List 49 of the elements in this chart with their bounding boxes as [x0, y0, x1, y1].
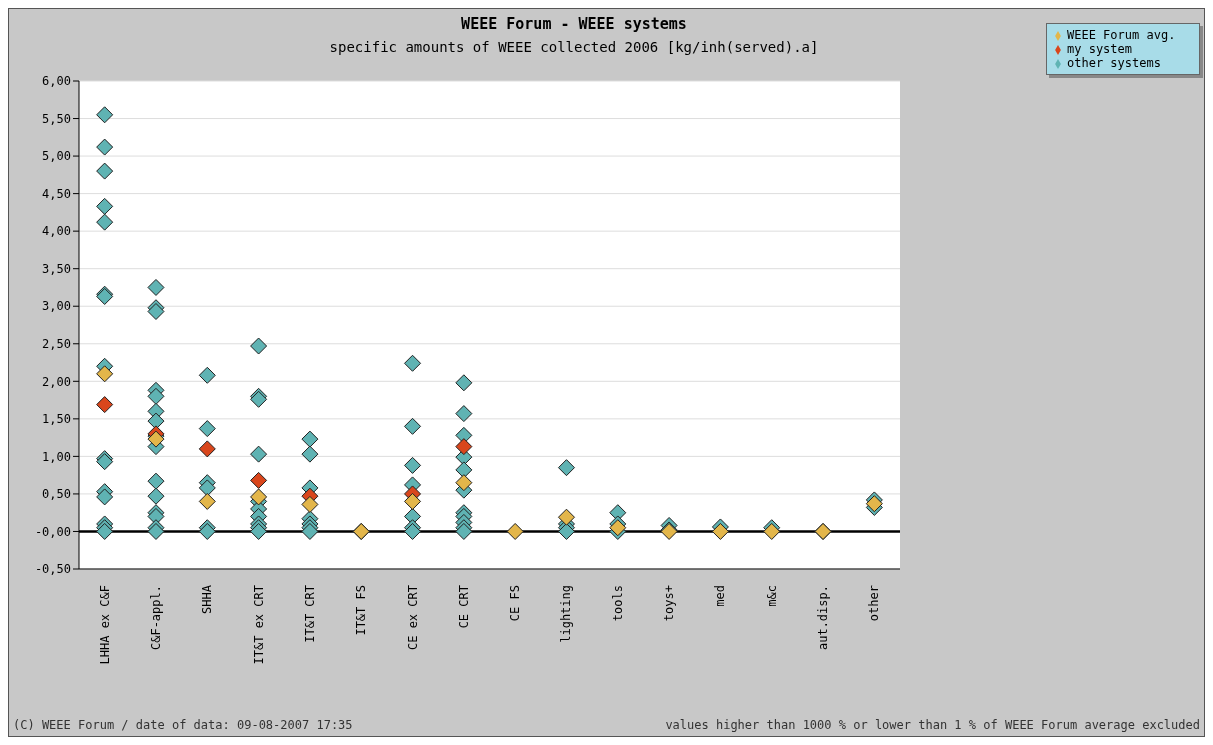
y-tick-label: 2,50	[42, 337, 71, 352]
point	[198, 492, 216, 510]
point	[404, 492, 422, 510]
x-tick-label: CE FS	[508, 585, 523, 622]
y-tick-label: 4,50	[42, 186, 71, 201]
y-tick-label: 1,00	[42, 449, 71, 464]
point	[711, 522, 729, 540]
x-tick-label: SHHA	[200, 584, 215, 614]
y-tick-label: -0,50	[34, 562, 71, 577]
x-tick-label: CE ex CRT	[405, 585, 420, 651]
x-tick-label: lighting	[559, 585, 574, 643]
y-tick-label: 5,00	[42, 149, 71, 164]
y-tick-label: 5,50	[42, 111, 71, 126]
x-tick-label: tools	[610, 585, 625, 622]
x-tick-label: aut.disp.	[816, 585, 831, 651]
y-tick-label: 3,00	[42, 299, 71, 314]
chart-title: WEEE Forum - WEEE systems	[461, 15, 687, 33]
x-tick-label: CE CRT	[456, 585, 471, 629]
y-tick-label: 0,50	[42, 487, 71, 502]
point	[557, 508, 575, 526]
point	[250, 471, 268, 489]
x-tick-label: m&c	[764, 585, 779, 607]
point	[301, 495, 319, 513]
legend-label: WEEE Forum avg.	[1067, 28, 1176, 42]
y-tick-label: -0,00	[34, 524, 71, 539]
y-tick-label: 1,50	[42, 412, 71, 427]
y-tick-label: 4,00	[42, 224, 71, 239]
y-tick-label: 3,50	[42, 261, 71, 276]
point	[198, 440, 216, 458]
legend-label: other systems	[1067, 56, 1161, 70]
x-tick-label: IT&T ex CRT	[251, 585, 266, 665]
x-tick-label: toys+	[662, 585, 677, 622]
point	[96, 365, 114, 383]
x-tick-label: C&F-appl.	[148, 585, 163, 651]
text: (C) WEEE Forum / date of data: 09-08-2007 17:35	[13, 718, 353, 732]
legend-label: my system	[1067, 42, 1133, 56]
point	[96, 396, 114, 414]
x-tick-label: LHHA ex C&F	[97, 585, 112, 665]
point	[506, 522, 524, 540]
y-tick-label: 2,00	[42, 374, 71, 389]
text: values higher than 1000 % or lower than 1 % of WEEE Forum average excluded	[665, 718, 1200, 732]
point	[250, 488, 268, 506]
y-tick-label: 6,00	[42, 74, 71, 89]
x-tick-label: IT&T FS	[354, 585, 369, 636]
point	[455, 474, 473, 492]
x-tick-label: other	[867, 585, 882, 622]
x-tick-label: med	[713, 585, 728, 607]
x-tick-label: IT&T CRT	[302, 585, 317, 643]
chart-subtitle: specific amounts of WEEE collected 2006 [kg/inh(served).a]	[329, 39, 819, 55]
